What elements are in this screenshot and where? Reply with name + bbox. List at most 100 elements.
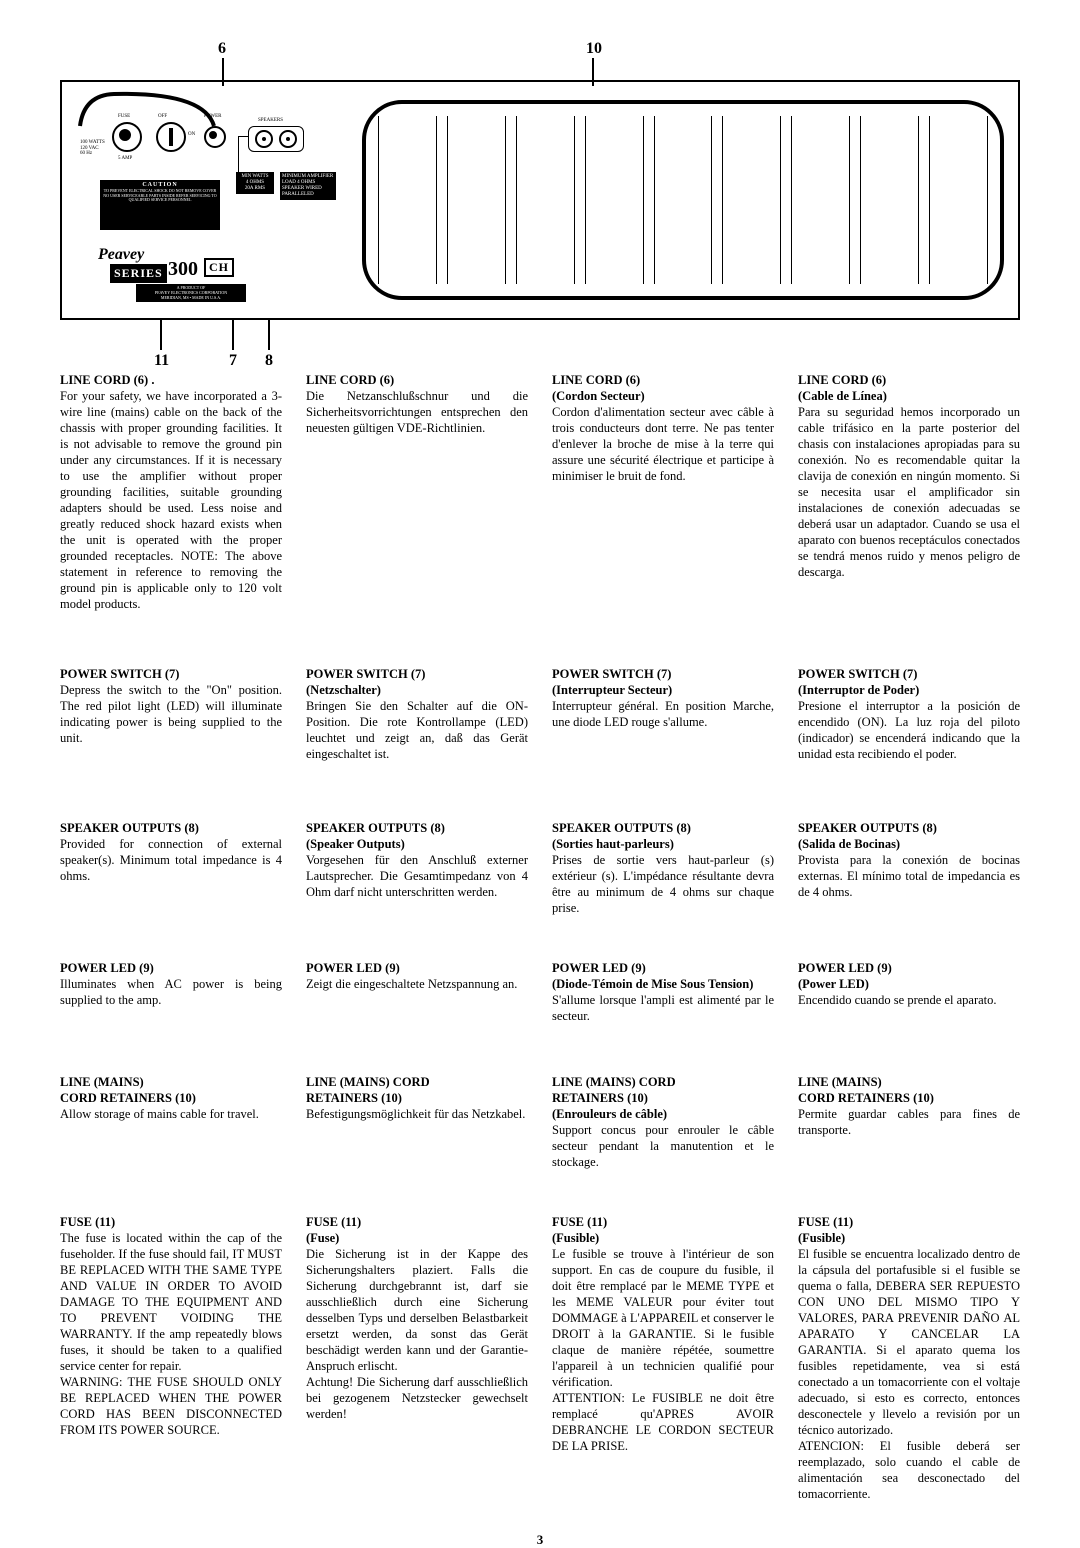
section: LINE (MAINS) CORD RETAINERS (10)Befestig… — [306, 1074, 528, 1170]
model-300: 300 — [168, 258, 198, 281]
section-title: SPEAKER OUTPUTS (8) — [60, 820, 282, 836]
caution-block: CAUTION TO PREVENT ELECTRICAL SHOCK DO N… — [100, 180, 220, 230]
rear-panel-diagram: FUSE OFF ON POWER 100 WATTS 120 VAC 60 H… — [60, 80, 1020, 320]
section-body: Encendido cuando se prende el aparato. — [798, 992, 1020, 1008]
section-title: SPEAKER OUTPUTS (8) (Salida de Bocinas) — [798, 820, 1020, 852]
section: LINE (MAINS) CORD RETAINERS (10) (Enroul… — [552, 1074, 774, 1170]
fuse-holder — [112, 122, 142, 152]
section-body: Prises de sortie vers haut-parleur (s) e… — [552, 852, 774, 916]
section-body: Vorgesehen für den Anschluß externer Lau… — [306, 852, 528, 900]
callouts-top: 6 10 — [90, 40, 1020, 80]
section-title: POWER LED (9) (Power LED) — [798, 960, 1020, 992]
section-body: Die Sicherung ist in der Kappe des Siche… — [306, 1246, 528, 1422]
section: FUSE (11) (Fuse)Die Sicherung ist in der… — [306, 1214, 528, 1502]
section: LINE CORD (6)Die Netzanschlußschnur und … — [306, 372, 528, 622]
section: POWER LED (9)Illuminates when AC power i… — [60, 960, 282, 1030]
section-title: POWER LED (9) (Diode-Témoin de Mise Sous… — [552, 960, 774, 992]
model-ch: CH — [204, 258, 234, 277]
callout-7: 7 — [229, 352, 237, 370]
watts-text: 100 WATTS 120 VAC 60 Hz — [80, 140, 105, 157]
section: LINE CORD (6) (Cordon Secteur)Cordon d'a… — [552, 372, 774, 622]
section-title: FUSE (11) — [60, 1214, 282, 1230]
section-title: FUSE (11) (Fusible) — [798, 1214, 1020, 1246]
section: SPEAKER OUTPUTS (8)Provided for connecti… — [60, 820, 282, 916]
section-title: LINE CORD (6) — [306, 372, 528, 388]
section: FUSE (11) (Fusible)Le fusible se trouve … — [552, 1214, 774, 1502]
section: POWER LED (9) (Power LED)Encendido cuand… — [798, 960, 1020, 1030]
section-body: Interrupteur général. En position Marche… — [552, 698, 774, 730]
section-body: The fuse is located within the cap of th… — [60, 1230, 282, 1438]
speaker-jacks — [248, 126, 304, 152]
section: SPEAKER OUTPUTS (8) (Speaker Outputs)Vor… — [306, 820, 528, 916]
section: LINE (MAINS) CORD RETAINERS (10)Allow st… — [60, 1074, 282, 1170]
section-title: LINE (MAINS) CORD RETAINERS (10) — [306, 1074, 528, 1106]
callouts-bottom: 11 7 8 — [90, 326, 1020, 372]
section: SPEAKER OUTPUTS (8) (Sorties haut-parleu… — [552, 820, 774, 916]
amp-text: 5 AMP — [118, 156, 132, 162]
text-columns: LINE CORD (6) .For your safety, we have … — [60, 372, 1020, 1522]
section-title: SPEAKER OUTPUTS (8) (Speaker Outputs) — [306, 820, 528, 852]
section-title: POWER SWITCH (7) (Interrupteur Secteur) — [552, 666, 774, 698]
callout-line — [268, 320, 270, 350]
section-body: Die Netzanschlußschnur und die Sicherhei… — [306, 388, 528, 436]
on-label: ON — [188, 132, 195, 138]
section-body: Cordon d'alimentation secteur avec câble… — [552, 404, 774, 484]
section: POWER SWITCH (7) (Interruptor de Poder)P… — [798, 666, 1020, 776]
section-title: LINE CORD (6) . — [60, 372, 282, 388]
section: LINE CORD (6) .For your safety, we have … — [60, 372, 282, 622]
rating-block: MINIMUM AMPLIFIER LOAD 4 OHMS SPEAKER WI… — [280, 172, 336, 200]
section-title: FUSE (11) (Fusible) — [552, 1214, 774, 1246]
section-title: LINE CORD (6) (Cordon Secteur) — [552, 372, 774, 404]
peavey-logo: Peavey — [98, 246, 144, 264]
section: POWER SWITCH (7) (Interrupteur Secteur)I… — [552, 666, 774, 776]
series-label: SERIES — [110, 264, 167, 283]
section-title: SPEAKER OUTPUTS (8) (Sorties haut-parleu… — [552, 820, 774, 852]
speakers-label: SPEAKERS — [258, 118, 283, 124]
section-title: POWER SWITCH (7) (Netzschalter) — [306, 666, 528, 698]
section-body: Illuminates when AC power is being suppl… — [60, 976, 282, 1008]
section-title: POWER LED (9) — [60, 960, 282, 976]
callout-6: 6 — [218, 40, 226, 58]
section-body: Support concus pour enrouler le câble se… — [552, 1122, 774, 1170]
power-led-diagram — [204, 126, 226, 148]
section: LINE CORD (6) (Cable de Línea)Para su se… — [798, 372, 1020, 622]
page-number: 3 — [60, 1532, 1020, 1548]
minwatts-block: MIN WATTS 4 OHMS 20A RMS — [236, 172, 274, 194]
section-body: Le fusible se trouve à l'intérieur de so… — [552, 1246, 774, 1454]
section: POWER SWITCH (7)Depress the switch to th… — [60, 666, 282, 776]
section: POWER LED (9)Zeigt die eingeschaltete Ne… — [306, 960, 528, 1030]
section-body: Para su seguridad hemos incorporado un c… — [798, 404, 1020, 580]
section-title: LINE CORD (6) (Cable de Línea) — [798, 372, 1020, 404]
section-body: For your safety, we have incorporated a … — [60, 388, 282, 612]
section: FUSE (11)The fuse is located within the … — [60, 1214, 282, 1502]
section-title: LINE (MAINS) CORD RETAINERS (10) (Enroul… — [552, 1074, 774, 1122]
section-title: LINE (MAINS) CORD RETAINERS (10) — [60, 1074, 282, 1106]
off-label: OFF — [158, 114, 167, 120]
section-body: Befestigungsmöglichkeit für das Netzkabe… — [306, 1106, 528, 1122]
section-body: S'allume lorsque l'ampli est alimenté pa… — [552, 992, 774, 1024]
section-title: POWER SWITCH (7) — [60, 666, 282, 682]
section-body: Provista para la conexión de bocinas ext… — [798, 852, 1020, 900]
section-body: Permite guardar cables para fines de tra… — [798, 1106, 1020, 1138]
section-title: POWER LED (9) — [306, 960, 528, 976]
section-body: Bringen Sie den Schalter auf die ON-Posi… — [306, 698, 528, 762]
callout-11: 11 — [154, 352, 169, 370]
section: SPEAKER OUTPUTS (8) (Salida de Bocinas)P… — [798, 820, 1020, 916]
section-body: Presione el interruptor a la posición de… — [798, 698, 1020, 762]
control-panel: FUSE OFF ON POWER 100 WATTS 120 VAC 60 H… — [80, 100, 345, 304]
power-label: POWER — [204, 114, 222, 120]
speaker-grille — [362, 100, 1004, 300]
section: LINE (MAINS) CORD RETAINERS (10)Permite … — [798, 1074, 1020, 1170]
made-label: A PRODUCT OF PEAVEY ELECTRONICS CORPORAT… — [136, 284, 246, 302]
callout-10: 10 — [586, 40, 602, 58]
section-body: Provided for connection of external spea… — [60, 836, 282, 884]
section: FUSE (11) (Fusible)El fusible se encuent… — [798, 1214, 1020, 1502]
section-title: POWER SWITCH (7) (Interruptor de Poder) — [798, 666, 1020, 698]
section: POWER SWITCH (7) (Netzschalter)Bringen S… — [306, 666, 528, 776]
callout-line — [160, 320, 162, 350]
section-title: LINE (MAINS) CORD RETAINERS (10) — [798, 1074, 1020, 1106]
fuse-label: FUSE — [118, 114, 130, 120]
section-body: El fusible se encuentra localizado dentr… — [798, 1246, 1020, 1502]
section-body: Allow storage of mains cable for travel. — [60, 1106, 282, 1122]
callout-8: 8 — [265, 352, 273, 370]
